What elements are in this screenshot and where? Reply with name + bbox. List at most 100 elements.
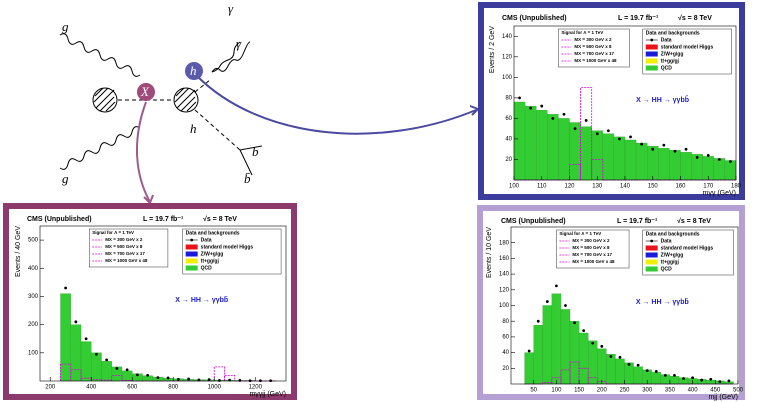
qcd-bar (669, 150, 680, 180)
data-point (74, 320, 77, 323)
qcd-bar (652, 372, 661, 384)
legend-swatch (646, 246, 658, 251)
legend-swatch (190, 239, 193, 242)
legend-label: MX = 1000 GeV x 48 (574, 58, 617, 63)
qcd-bar (597, 349, 606, 384)
legend-label: QCD (661, 65, 673, 71)
qcd-bar (547, 114, 558, 180)
legend-label: Z/W+g/gg (201, 251, 224, 257)
qcd-bar (543, 306, 552, 385)
y-tick-label: 140 (502, 34, 513, 40)
qcd-bar (525, 106, 536, 180)
qcd-bar (647, 146, 658, 180)
x-axis-label: mγγjj (GeV) (249, 391, 286, 398)
legend-title: Signal for Λ = 1 TeV (559, 231, 601, 236)
data-point (707, 154, 710, 157)
diagram-label: X (140, 84, 150, 99)
data-point (596, 132, 599, 135)
x-tick-label: 400 (688, 388, 699, 394)
qcd-bar (579, 333, 588, 384)
legend-swatch (646, 52, 658, 57)
qcd-bar (581, 127, 592, 180)
legend-label: MX = 300 GeV x 2 (572, 238, 610, 243)
qcd-bar (636, 143, 647, 180)
data-point (574, 127, 577, 130)
data-point (518, 96, 521, 99)
qcd-bar (534, 325, 543, 384)
data-point (637, 364, 640, 367)
energy-label: √s = 8 TeV (677, 217, 711, 225)
diagram-label: h (190, 63, 197, 78)
qcd-bar (525, 353, 534, 384)
qcd-bar (570, 123, 581, 180)
legend-label: MX = 700 GeV x 17 (105, 251, 145, 256)
legend-label: MX = 300 GeV x 2 (574, 37, 612, 42)
qcd-bar (625, 140, 636, 180)
data-point (591, 342, 594, 345)
legend-swatch (186, 245, 198, 250)
y-axis-label: Events / 2 GeV (489, 26, 496, 73)
data-point (555, 284, 558, 287)
data-point (177, 378, 180, 381)
data-point (673, 374, 676, 377)
qcd-bar (592, 131, 603, 180)
data-point (528, 350, 531, 353)
legend-swatch (186, 259, 198, 264)
diagram-label: h (190, 121, 197, 136)
legend-swatch (646, 260, 658, 265)
y-tick-label: 60 (505, 116, 512, 122)
data-point (208, 378, 211, 381)
legend-title: Signal for Λ = 1 TeV (92, 230, 134, 235)
data-point (718, 158, 721, 161)
qcd-bar (658, 148, 669, 180)
legend-title: Data and backgrounds (646, 231, 700, 237)
legend-label: MX = 300 GeV x 2 (105, 237, 143, 242)
y-tick-label: 300 (28, 294, 39, 300)
x-tick-label: 600 (127, 385, 138, 391)
legend-label: Data (661, 238, 672, 244)
qcd-bar (71, 325, 81, 381)
x-tick-label: 450 (710, 388, 721, 394)
x-tick-label: 1200 (249, 385, 263, 391)
cms-label: CMS (Unpublished) (27, 216, 92, 223)
diagram-label: γ (228, 1, 234, 16)
data-point (64, 287, 67, 290)
x-tick-label: 170 (703, 184, 714, 190)
data-point (238, 379, 241, 382)
data-point (585, 119, 588, 122)
qcd-bar (536, 110, 547, 180)
x-tick-label: 150 (648, 184, 659, 190)
legend-swatch (186, 266, 198, 271)
qcd-bar (122, 371, 132, 381)
data-point (218, 379, 221, 382)
legend-swatch (650, 240, 653, 243)
x-tick-label: 350 (665, 388, 676, 394)
qcd-bar (606, 354, 615, 384)
x-tick-label: 120 (564, 184, 575, 190)
energy-label: √s = 8 TeV (678, 14, 712, 22)
data-point (729, 160, 732, 163)
data-point (646, 369, 649, 372)
y-tick-label: 20 (502, 366, 509, 372)
cms-label: CMS (Unpublished) (501, 218, 566, 225)
y-tick-label: 500 (28, 238, 39, 244)
legend-label: standard model Higgs (661, 44, 714, 50)
qcd-bar (714, 158, 725, 180)
diagram-label: g (62, 19, 69, 34)
legend-label: QCD (201, 265, 213, 271)
legend-title: Signal for Λ = 1 TeV (561, 30, 603, 35)
qcd-bar (61, 294, 71, 381)
legend-swatch (646, 267, 658, 272)
legend-label: MX = 500 GeV x 8 (105, 244, 143, 249)
legend-title: Data and backgrounds (186, 230, 240, 236)
qcd-bar (725, 160, 736, 180)
qcd-bar (681, 152, 692, 180)
data-point (146, 374, 149, 377)
data-point (696, 156, 699, 159)
qcd-bar (570, 321, 579, 384)
diagram-label: γ (236, 36, 242, 51)
data-point (618, 138, 621, 141)
annotation: X → HH → γγbb̄ (175, 295, 228, 304)
qcd-bar (625, 363, 634, 384)
legend-label: Data (201, 237, 212, 243)
